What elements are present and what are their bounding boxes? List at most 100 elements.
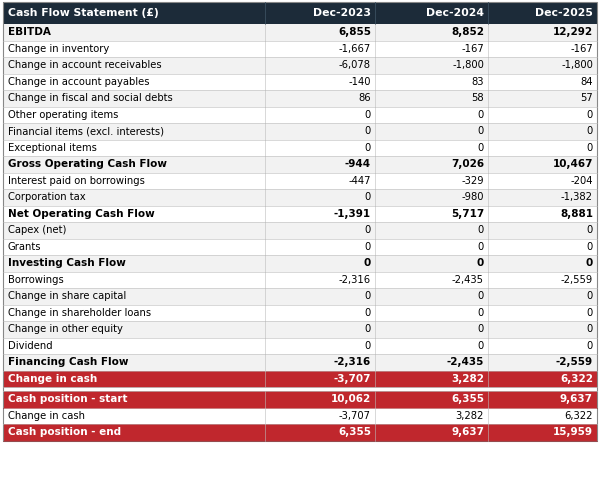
Text: -2,435: -2,435 — [452, 275, 484, 285]
Text: 6,322: 6,322 — [560, 374, 593, 384]
Text: 0: 0 — [587, 143, 593, 153]
Text: -3,707: -3,707 — [334, 374, 371, 384]
Text: 10,062: 10,062 — [331, 394, 371, 404]
Text: 58: 58 — [472, 93, 484, 103]
Bar — [3, 305, 597, 321]
Text: 0: 0 — [587, 225, 593, 235]
Text: -1,667: -1,667 — [339, 44, 371, 54]
Bar — [3, 189, 597, 206]
Text: Change in fiscal and social debts: Change in fiscal and social debts — [8, 93, 173, 103]
Text: 0: 0 — [365, 341, 371, 351]
Text: 8,881: 8,881 — [560, 209, 593, 219]
Text: -2,559: -2,559 — [556, 357, 593, 367]
Text: -140: -140 — [349, 77, 371, 87]
Bar — [3, 255, 597, 272]
Text: -980: -980 — [461, 192, 484, 202]
Bar — [3, 338, 597, 354]
Text: 0: 0 — [587, 341, 593, 351]
Text: Grants: Grants — [8, 242, 41, 252]
Text: 12,292: 12,292 — [553, 27, 593, 37]
Text: 0: 0 — [587, 324, 593, 334]
Text: 0: 0 — [478, 225, 484, 235]
Text: 6,322: 6,322 — [565, 411, 593, 421]
Text: 0: 0 — [478, 308, 484, 318]
Text: Other operating items: Other operating items — [8, 110, 118, 120]
Text: 0: 0 — [478, 126, 484, 136]
Bar — [3, 24, 597, 40]
Bar — [3, 354, 597, 371]
Text: Corporation tax: Corporation tax — [8, 192, 86, 202]
Text: Dividend: Dividend — [8, 341, 53, 351]
Text: Change in account payables: Change in account payables — [8, 77, 149, 87]
Text: Net Operating Cash Flow: Net Operating Cash Flow — [8, 209, 155, 219]
Text: 0: 0 — [365, 308, 371, 318]
Text: 6,355: 6,355 — [338, 427, 371, 437]
Text: 0: 0 — [478, 242, 484, 252]
Text: Change in shareholder loans: Change in shareholder loans — [8, 308, 151, 318]
Text: -944: -944 — [345, 159, 371, 169]
Text: 0: 0 — [365, 110, 371, 120]
Text: -167: -167 — [461, 44, 484, 54]
Text: -2,316: -2,316 — [339, 275, 371, 285]
Text: -447: -447 — [349, 176, 371, 186]
Text: Exceptional items: Exceptional items — [8, 143, 97, 153]
Text: Gross Operating Cash Flow: Gross Operating Cash Flow — [8, 159, 167, 169]
Text: 0: 0 — [587, 308, 593, 318]
Text: Capex (net): Capex (net) — [8, 225, 67, 235]
Text: 6,355: 6,355 — [451, 394, 484, 404]
Text: 3,282: 3,282 — [455, 411, 484, 421]
Text: 0: 0 — [365, 242, 371, 252]
Bar — [3, 106, 597, 123]
Text: 0: 0 — [365, 324, 371, 334]
Text: -2,435: -2,435 — [446, 357, 484, 367]
Text: 6,855: 6,855 — [338, 27, 371, 37]
Bar — [3, 222, 597, 239]
Text: 0: 0 — [365, 192, 371, 202]
Text: 0: 0 — [365, 291, 371, 301]
Text: Dec-2023: Dec-2023 — [313, 8, 371, 18]
Text: Investing Cash Flow: Investing Cash Flow — [8, 258, 126, 268]
Text: 0: 0 — [365, 225, 371, 235]
Text: 0: 0 — [587, 291, 593, 301]
Text: Dec-2025: Dec-2025 — [535, 8, 593, 18]
Text: 84: 84 — [581, 77, 593, 87]
Text: -204: -204 — [571, 176, 593, 186]
Text: 0: 0 — [365, 143, 371, 153]
Bar — [3, 387, 597, 391]
Bar — [3, 40, 597, 57]
Bar — [3, 73, 597, 90]
Text: 0: 0 — [478, 110, 484, 120]
Bar — [3, 272, 597, 288]
Text: -329: -329 — [461, 176, 484, 186]
Text: -1,382: -1,382 — [561, 192, 593, 202]
Text: 9,637: 9,637 — [451, 427, 484, 437]
Bar — [3, 239, 597, 255]
Bar — [3, 391, 597, 408]
Text: -2,316: -2,316 — [334, 357, 371, 367]
Text: 57: 57 — [580, 93, 593, 103]
Text: 8,852: 8,852 — [451, 27, 484, 37]
Text: 0: 0 — [587, 126, 593, 136]
Text: 0: 0 — [587, 110, 593, 120]
Text: 5,717: 5,717 — [451, 209, 484, 219]
Text: Borrowings: Borrowings — [8, 275, 64, 285]
Text: -3,707: -3,707 — [339, 411, 371, 421]
Bar — [3, 321, 597, 338]
Text: 0: 0 — [477, 258, 484, 268]
Bar — [3, 140, 597, 156]
Text: Financing Cash Flow: Financing Cash Flow — [8, 357, 128, 367]
Text: Cash position - end: Cash position - end — [8, 427, 121, 437]
Text: 0: 0 — [478, 341, 484, 351]
Text: -1,800: -1,800 — [452, 60, 484, 70]
Bar — [3, 408, 597, 424]
Bar — [3, 123, 597, 140]
Text: -2,559: -2,559 — [561, 275, 593, 285]
Text: Financial items (excl. interests): Financial items (excl. interests) — [8, 126, 164, 136]
Text: Cash Flow Statement (£): Cash Flow Statement (£) — [8, 8, 159, 18]
Bar — [3, 424, 597, 441]
Text: 3,282: 3,282 — [451, 374, 484, 384]
Text: EBITDA: EBITDA — [8, 27, 51, 37]
Text: 15,959: 15,959 — [553, 427, 593, 437]
Bar — [3, 156, 597, 173]
Text: 9,637: 9,637 — [560, 394, 593, 404]
